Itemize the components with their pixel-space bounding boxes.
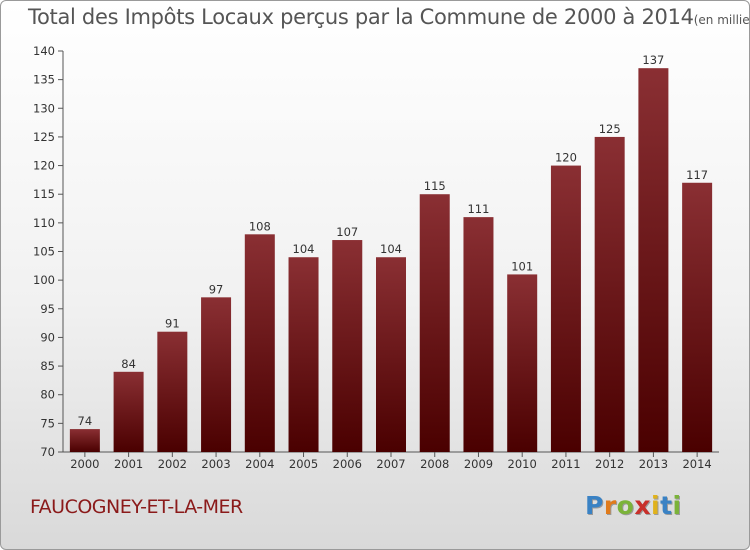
bar-value-label: 137	[642, 53, 664, 67]
y-tick-label: 100	[33, 273, 55, 287]
title-text: Total des Impôts Locaux perçus par la Co…	[28, 5, 694, 29]
y-tick-label: 115	[33, 187, 55, 201]
logo-letter: P	[585, 491, 604, 520]
bar	[244, 234, 275, 452]
bar	[376, 257, 406, 452]
y-tick-label: 105	[33, 245, 55, 259]
x-tick-label: 2010	[508, 457, 537, 471]
bar-value-label: 74	[78, 414, 93, 428]
bar-value-label: 104	[293, 242, 315, 256]
bar	[113, 371, 144, 452]
bar	[507, 274, 538, 452]
x-tick-label: 2005	[289, 457, 318, 471]
bar-value-label: 97	[209, 282, 224, 296]
bar	[69, 429, 100, 452]
logo-letter: i	[651, 491, 661, 520]
y-tick-label: 120	[33, 159, 55, 173]
bar	[288, 257, 319, 452]
x-tick-label: 2000	[70, 457, 99, 471]
bar-value-label: 84	[121, 357, 136, 371]
bar-value-label: 108	[249, 219, 271, 233]
logo-letter: o	[616, 491, 635, 520]
x-tick-label: 2011	[551, 457, 580, 471]
axes: 70 75 80 85 90 95 100 105 110 115 120 125 130 135 140 2…	[33, 44, 719, 471]
x-tick-label: 2014	[682, 457, 711, 471]
chart-title: Total des Impôts Locaux perçus par la Co…	[28, 5, 750, 29]
y-tick-label: 135	[33, 73, 55, 87]
x-tick-label: 2008	[420, 457, 449, 471]
bar	[638, 68, 669, 452]
x-tick-label: 2006	[333, 457, 362, 471]
bar-value-label: 115	[424, 179, 446, 193]
x-tick-label: 2013	[639, 457, 668, 471]
y-tick-label: 110	[33, 216, 55, 230]
y-tick-label: 80	[40, 388, 55, 402]
y-tick-label: 90	[40, 330, 55, 344]
bar	[332, 240, 363, 452]
bar-value-label: 104	[380, 242, 402, 256]
y-tick-label: 130	[33, 101, 55, 115]
bar-value-label: 107	[336, 225, 358, 239]
bar-value-label: 101	[511, 259, 533, 273]
y-tick-label: 85	[40, 359, 55, 373]
y-tick-label: 125	[33, 130, 55, 144]
x-tick-label: 2007	[376, 457, 405, 471]
logo-letter: x	[634, 491, 651, 520]
bar	[682, 182, 713, 452]
y-tick-label: 140	[33, 44, 55, 58]
bar	[201, 297, 232, 452]
logo-letter: r	[603, 491, 617, 520]
x-tick-label: 2009	[464, 457, 493, 471]
bar	[157, 331, 188, 452]
bar	[419, 194, 450, 452]
y-tick-label: 70	[40, 445, 55, 459]
title-unit: (en milliers d'€)	[693, 13, 750, 27]
bar	[594, 136, 625, 452]
x-tick-label: 2003	[201, 457, 230, 471]
x-tick-label: 2004	[245, 457, 274, 471]
bar-value-label: 120	[555, 151, 577, 165]
bar	[550, 165, 581, 453]
y-tick-label: 75	[40, 416, 55, 430]
bar-value-label: 91	[165, 317, 180, 331]
x-tick-label: 2012	[595, 457, 624, 471]
proxiti-logo: Proxiti	[585, 491, 682, 520]
bar-value-label: 111	[467, 202, 489, 216]
bar	[463, 217, 494, 452]
x-tick-label: 2002	[158, 457, 187, 471]
commune-name: FAUCOGNEY-ET-LA-MER	[30, 496, 243, 518]
x-tick-label: 2001	[114, 457, 143, 471]
logo-letter: t	[660, 491, 673, 520]
bar-value-label: 125	[599, 122, 621, 136]
bars: 74 84 91 97 108 104 107 104 115 111 101 120 125 137 11…	[69, 53, 713, 453]
bar-value-label: 117	[686, 168, 708, 182]
y-tick-label: 95	[40, 302, 55, 316]
logo-letter: i	[672, 491, 682, 520]
